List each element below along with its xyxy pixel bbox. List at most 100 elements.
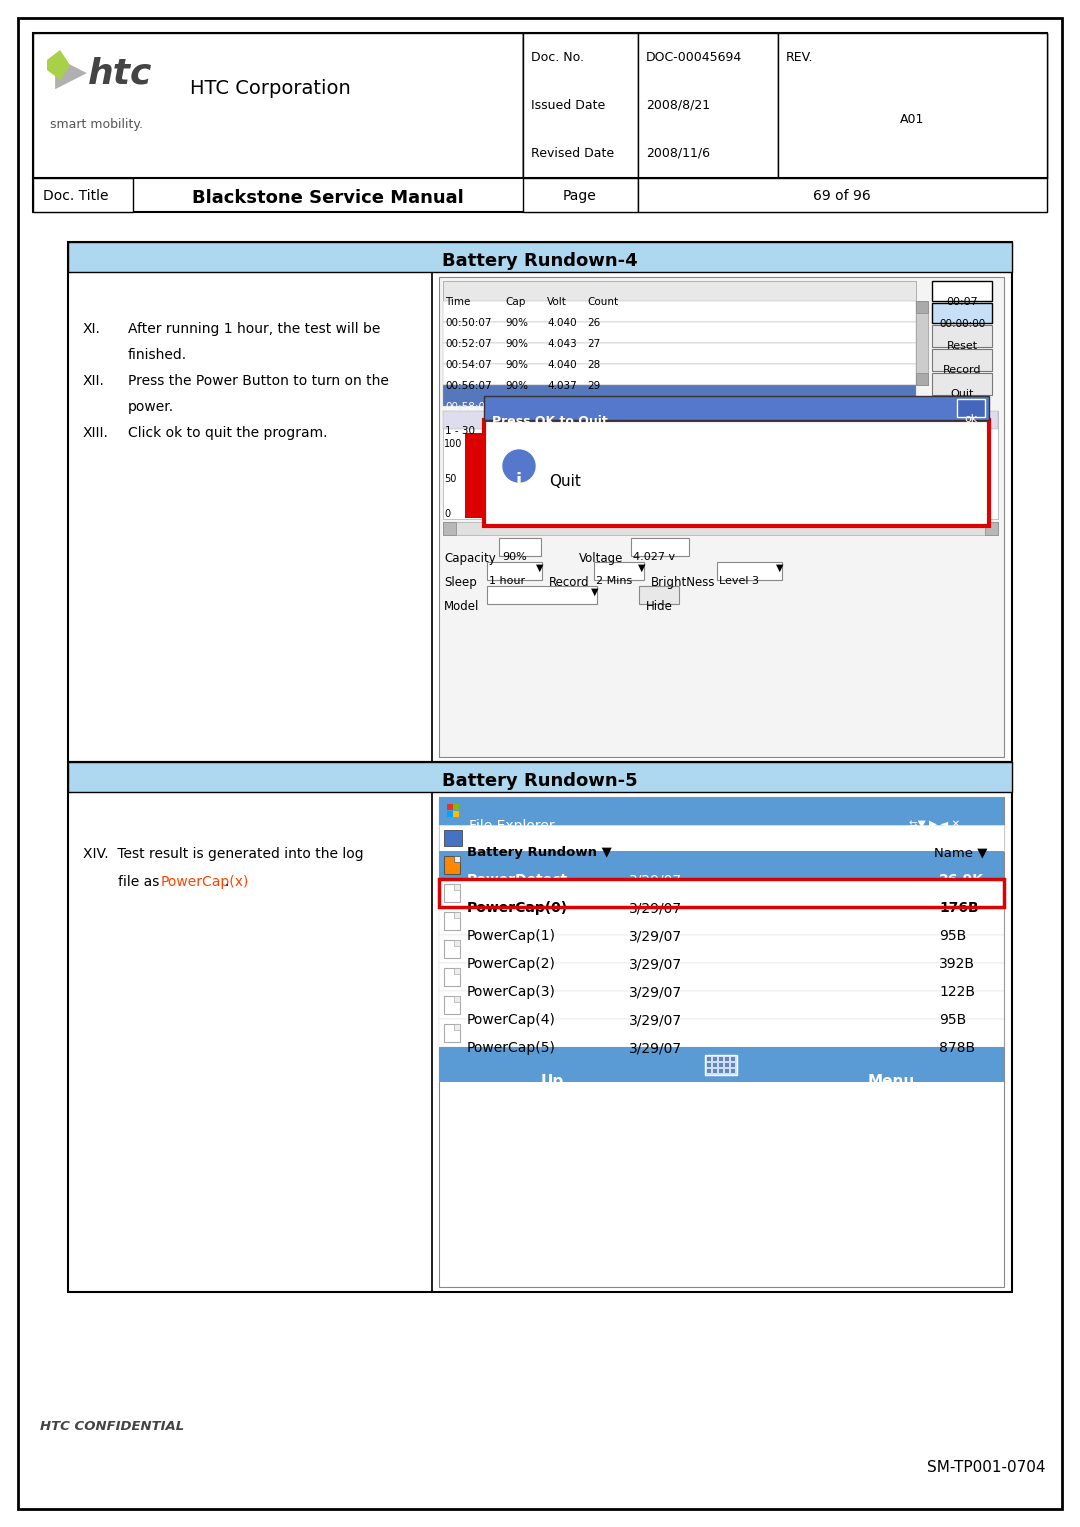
Text: 95B: 95B	[939, 928, 967, 944]
Text: .: .	[225, 875, 229, 889]
Bar	[33, 34, 523, 179]
Bar	[725, 1069, 729, 1073]
Bar	[68, 762, 1012, 793]
Bar	[443, 411, 998, 429]
Bar	[453, 805, 459, 809]
Bar	[725, 1057, 729, 1061]
Bar	[932, 373, 993, 395]
Text: 90%: 90%	[505, 318, 528, 328]
Text: 1 - 30: 1 - 30	[445, 426, 475, 437]
Text: 3/29/07: 3/29/07	[629, 957, 683, 971]
Bar	[438, 797, 1004, 825]
Text: 26.9K: 26.9K	[939, 873, 984, 887]
Bar	[916, 301, 928, 313]
Bar	[68, 241, 1012, 272]
Text: 00:52:07: 00:52:07	[445, 339, 491, 350]
Text: Press OK to Quit: Press OK to Quit	[492, 414, 608, 428]
Bar	[932, 281, 993, 301]
Bar	[705, 1055, 737, 1075]
Text: BrightNess: BrightNess	[651, 576, 715, 589]
Text: 4.040: 4.040	[546, 360, 577, 370]
Text: ▼: ▼	[638, 563, 646, 573]
Text: Capacity: Capacity	[444, 551, 496, 565]
Bar	[443, 344, 916, 363]
Bar	[465, 496, 726, 518]
Text: 00:50:07: 00:50:07	[445, 318, 491, 328]
Text: 4.027 v: 4.027 v	[633, 551, 675, 562]
Bar	[631, 538, 689, 556]
Bar	[68, 241, 1012, 762]
Text: PowerCap(5): PowerCap(5)	[467, 1041, 556, 1055]
Bar	[719, 1063, 723, 1067]
Text: 3/29/07: 3/29/07	[629, 901, 683, 915]
Bar	[985, 522, 998, 534]
Circle shape	[503, 450, 535, 483]
Bar	[713, 1057, 717, 1061]
Text: PowerCap(0): PowerCap(0)	[467, 901, 568, 915]
Text: 2008/11/6: 2008/11/6	[646, 147, 710, 160]
Bar	[438, 1048, 1004, 1083]
Text: 00:07: 00:07	[946, 296, 977, 307]
Text: Battery Rundown ▼: Battery Rundown ▼	[467, 846, 612, 860]
Bar	[443, 411, 998, 519]
Text: 29: 29	[588, 382, 600, 391]
Text: HTC CONFIDENTIAL: HTC CONFIDENTIAL	[40, 1420, 185, 1432]
Text: 90%: 90%	[505, 360, 528, 370]
Bar	[438, 1019, 1004, 1048]
Text: Quit: Quit	[549, 473, 581, 489]
Bar	[438, 276, 1004, 757]
Bar	[438, 880, 1004, 907]
Bar	[454, 1025, 460, 1031]
Text: PowerCap(4): PowerCap(4)	[467, 1012, 556, 1028]
Bar	[33, 179, 1047, 212]
Bar	[932, 302, 993, 324]
Bar	[443, 301, 916, 322]
Text: file as: file as	[83, 875, 164, 889]
Bar	[454, 941, 460, 947]
Bar	[443, 363, 916, 385]
Bar	[713, 1069, 717, 1073]
Text: finished.: finished.	[129, 348, 187, 362]
Bar	[639, 586, 679, 605]
Text: Press the Power Button to turn on the: Press the Power Button to turn on the	[129, 374, 389, 388]
Text: 3/29/07: 3/29/07	[629, 1041, 683, 1055]
Text: 90%: 90%	[502, 551, 527, 562]
Text: 00:00:00: 00:00:00	[939, 319, 985, 328]
Bar	[444, 941, 460, 957]
Bar	[438, 851, 1004, 880]
Text: Click ok to quit the program.: Click ok to quit the program.	[129, 426, 327, 440]
Text: 4.037: 4.037	[546, 382, 577, 391]
Text: Reset: Reset	[946, 341, 977, 351]
Text: 00:58:08: 00:58:08	[445, 402, 491, 412]
Bar	[444, 884, 460, 902]
Text: Doc. Title: Doc. Title	[43, 189, 108, 203]
Bar	[523, 179, 638, 212]
Text: Record: Record	[549, 576, 590, 589]
Text: i: i	[516, 472, 522, 490]
Text: 3/29/07: 3/29/07	[629, 1012, 683, 1028]
Text: ▼: ▼	[777, 563, 783, 573]
Bar	[707, 1069, 711, 1073]
Bar	[957, 399, 985, 417]
Bar	[638, 34, 778, 179]
Bar	[932, 325, 993, 347]
Bar	[484, 395, 989, 420]
Bar	[778, 34, 1047, 179]
Text: 90%: 90%	[505, 339, 528, 350]
Text: ▶: ▶	[55, 52, 87, 95]
Text: Issued Date: Issued Date	[531, 99, 605, 111]
Text: 95B: 95B	[939, 1012, 967, 1028]
Text: Count: Count	[588, 296, 618, 307]
Text: XII.: XII.	[83, 374, 105, 388]
Text: Volt: Volt	[546, 296, 567, 307]
Text: 26: 26	[588, 318, 600, 328]
Text: PowerDetect: PowerDetect	[467, 873, 568, 887]
Bar	[444, 857, 460, 873]
Text: 4.043: 4.043	[546, 339, 577, 350]
Bar	[484, 420, 989, 525]
Text: 3/29/07: 3/29/07	[629, 985, 683, 999]
Bar	[444, 996, 460, 1014]
Bar	[731, 1069, 735, 1073]
Text: Page: Page	[563, 189, 597, 203]
Bar	[594, 562, 644, 580]
